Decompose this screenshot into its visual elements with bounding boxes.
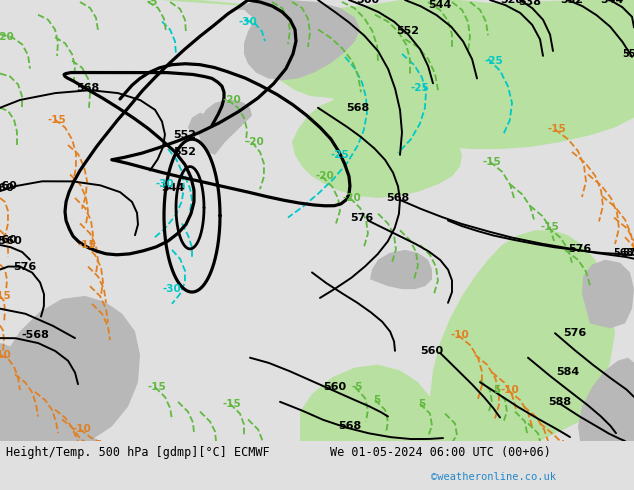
Text: 576: 576 [13, 262, 37, 271]
Text: 552: 552 [396, 26, 420, 36]
Polygon shape [0, 296, 140, 441]
Polygon shape [188, 113, 210, 137]
Text: We 01-05-2024 06:00 UTC (00+06): We 01-05-2024 06:00 UTC (00+06) [330, 446, 550, 459]
Text: 584: 584 [557, 368, 579, 377]
Text: -560: -560 [0, 181, 17, 191]
Polygon shape [0, 343, 52, 436]
Polygon shape [0, 412, 100, 441]
Text: -10: -10 [0, 350, 11, 360]
Text: 568-: 568- [613, 248, 634, 258]
Text: -560: -560 [0, 236, 22, 246]
Text: -568: -568 [21, 330, 49, 340]
Text: -10: -10 [73, 424, 91, 434]
Polygon shape [60, 0, 570, 198]
Text: -15: -15 [77, 240, 96, 250]
Text: 576-: 576- [622, 248, 634, 258]
Text: 568: 568 [346, 103, 370, 113]
Text: -15: -15 [148, 382, 166, 392]
Polygon shape [578, 358, 634, 441]
Text: -20: -20 [316, 172, 334, 181]
Text: Height/Temp. 500 hPa [gdmp][°C] ECMWF: Height/Temp. 500 hPa [gdmp][°C] ECMWF [6, 446, 270, 459]
Polygon shape [198, 100, 252, 155]
Text: 560: 560 [420, 346, 444, 356]
Text: -20: -20 [0, 32, 15, 42]
Text: 568: 568 [76, 83, 100, 93]
Polygon shape [370, 250, 432, 289]
Text: -15: -15 [482, 157, 501, 167]
Text: -20: -20 [245, 137, 264, 147]
Text: -20: -20 [223, 95, 242, 105]
Polygon shape [582, 260, 634, 328]
Text: -15: -15 [0, 291, 11, 301]
Text: ©weatheronline.co.uk: ©weatheronline.co.uk [431, 472, 556, 482]
Text: 544: 544 [161, 183, 184, 193]
Text: -30: -30 [163, 284, 181, 294]
Text: -30: -30 [238, 17, 257, 26]
Text: -15: -15 [48, 115, 67, 124]
Text: 552-: 552- [622, 49, 634, 59]
Text: -25: -25 [484, 56, 503, 66]
Text: -15: -15 [223, 399, 242, 409]
Polygon shape [300, 365, 430, 441]
Text: 544: 544 [429, 0, 451, 10]
Text: 576: 576 [568, 244, 592, 254]
Text: 576: 576 [351, 213, 373, 222]
Text: -5: -5 [146, 0, 158, 7]
Text: -5: -5 [351, 382, 363, 392]
Text: -15: -15 [541, 222, 559, 232]
Text: -560: -560 [0, 183, 14, 193]
Text: 552: 552 [174, 147, 197, 157]
Text: -560: -560 [0, 235, 17, 245]
Text: -15: -15 [548, 124, 566, 134]
Text: 576: 576 [564, 328, 586, 338]
Text: 552: 552 [174, 130, 197, 140]
Text: 560: 560 [356, 0, 380, 5]
Text: 528: 528 [500, 0, 524, 5]
Text: 5: 5 [418, 399, 425, 409]
Text: -30: -30 [155, 179, 174, 189]
Text: -20: -20 [342, 193, 361, 203]
Text: -10: -10 [501, 385, 519, 395]
Text: 568: 568 [386, 193, 410, 203]
Polygon shape [318, 0, 634, 149]
Text: -25: -25 [330, 150, 349, 160]
Polygon shape [430, 230, 615, 441]
Text: 560: 560 [323, 382, 347, 392]
Text: 538: 538 [519, 0, 541, 7]
Text: 5: 5 [373, 395, 380, 405]
Text: 544: 544 [600, 0, 624, 5]
Text: 588: 588 [548, 397, 572, 407]
Text: -10: -10 [451, 330, 469, 340]
Polygon shape [230, 0, 360, 80]
Text: 552: 552 [560, 0, 583, 5]
Text: -25: -25 [411, 83, 429, 93]
Text: 5: 5 [493, 385, 501, 395]
Text: 568: 568 [339, 421, 361, 431]
